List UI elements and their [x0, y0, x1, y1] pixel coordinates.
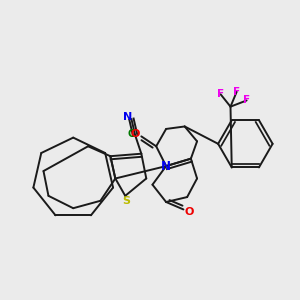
Text: O: O [130, 129, 140, 139]
Text: F: F [217, 89, 224, 99]
Text: F: F [243, 95, 250, 106]
Text: N: N [123, 112, 132, 122]
Text: S: S [122, 196, 130, 206]
Text: F: F [233, 87, 240, 97]
Text: O: O [185, 207, 194, 217]
Text: N: N [161, 160, 171, 172]
Text: C: C [128, 129, 135, 139]
